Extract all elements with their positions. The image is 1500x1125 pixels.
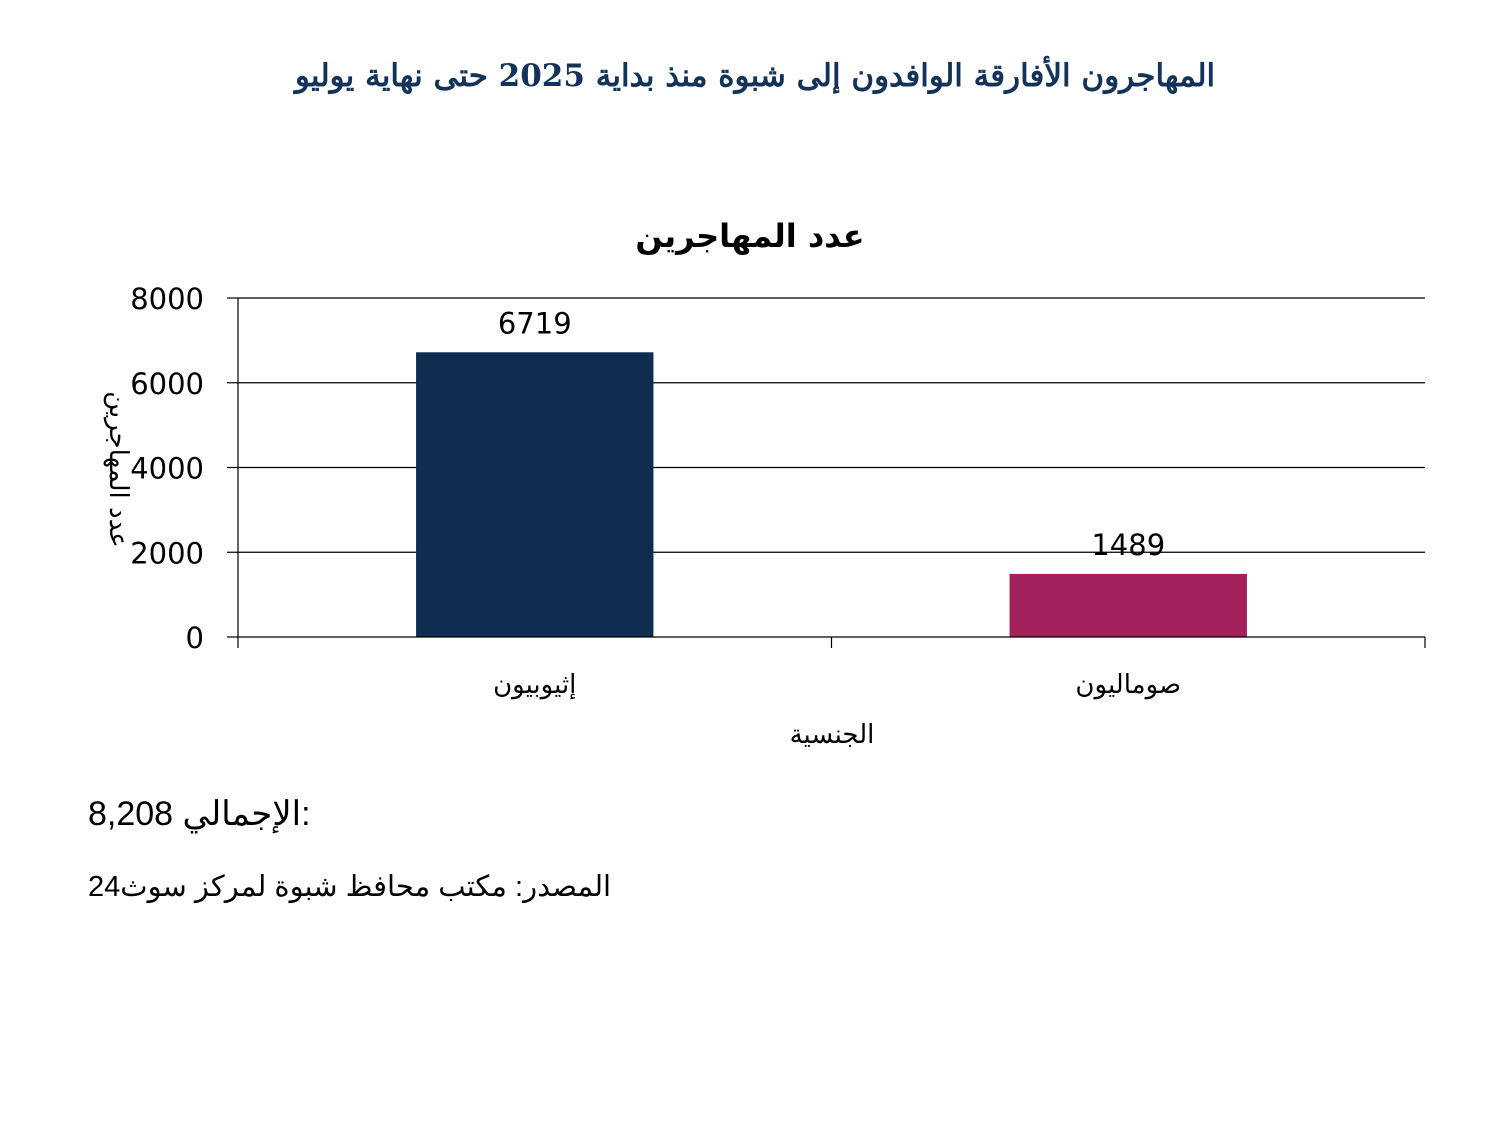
y-tick-label: 4000: [130, 452, 204, 486]
x-axis-title: الجنسية: [790, 720, 875, 750]
y-tick-label: 0: [186, 621, 204, 655]
y-tick-label: 2000: [130, 536, 204, 570]
bars: [416, 352, 1247, 637]
page-title: المهاجرون الأفارقة الوافدون إلى شبوة منذ…: [294, 58, 1216, 94]
y-tick-label: 8000: [130, 282, 204, 316]
bar: [416, 352, 654, 637]
labels: 0 2000 4000 6000 8000 6719 إثيوبيون 1489 صوماليو…: [130, 282, 1181, 700]
bar-chart: عدد المهاجرين 0 2000 4000 6000 8000 6719 إثيوب…: [103, 217, 1426, 750]
source-note: المصدر: مكتب محافظ شبوة لمركز سوث24: [88, 871, 612, 903]
total-label: :الإجمالي: [182, 795, 311, 833]
axes: [227, 297, 1426, 648]
y-axis-title: عدد المهاجرين: [103, 391, 133, 548]
data-label: 1489: [1091, 528, 1165, 562]
chart-title: عدد المهاجرين: [635, 217, 864, 255]
x-tick-label: صوماليون: [1075, 670, 1181, 700]
x-tick-label: إثيوبيون: [493, 670, 576, 700]
total-value: 8,208: [88, 795, 174, 833]
data-label: 6719: [498, 306, 572, 340]
bar: [1009, 573, 1247, 637]
y-tick-label: 6000: [130, 367, 204, 401]
total-line: 8,208 :الإجمالي: [88, 794, 311, 834]
